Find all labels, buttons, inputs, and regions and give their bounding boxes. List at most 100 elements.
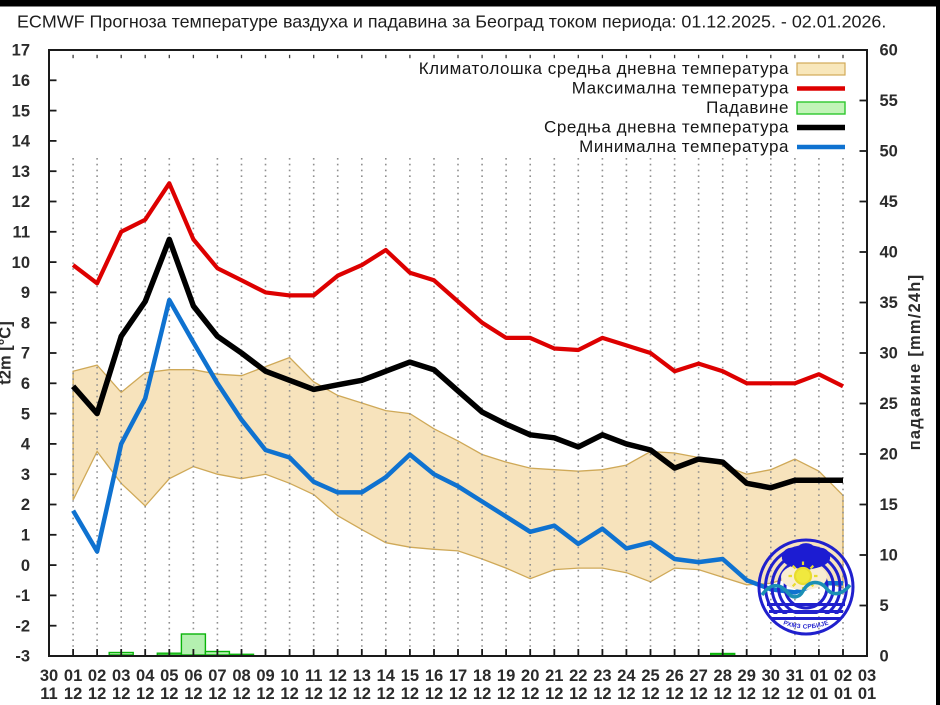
svg-text:Падавине: Падавине bbox=[706, 98, 789, 117]
svg-text:12: 12 bbox=[88, 685, 106, 703]
svg-text:12: 12 bbox=[569, 685, 587, 703]
svg-text:12: 12 bbox=[545, 685, 563, 703]
svg-text:30: 30 bbox=[880, 345, 898, 363]
svg-text:12: 12 bbox=[112, 685, 130, 703]
svg-text:падавине [mm/24h]: падавине [mm/24h] bbox=[906, 274, 924, 451]
svg-text:2: 2 bbox=[21, 496, 30, 514]
svg-text:14: 14 bbox=[377, 667, 396, 685]
svg-text:03: 03 bbox=[112, 667, 130, 685]
svg-text:14: 14 bbox=[12, 133, 31, 151]
svg-text:04: 04 bbox=[136, 667, 155, 685]
svg-text:ECMWF Прогноза температуре ваз: ECMWF Прогноза температуре ваздуха и пад… bbox=[17, 12, 886, 32]
svg-text:0: 0 bbox=[880, 648, 889, 666]
svg-text:12: 12 bbox=[593, 685, 611, 703]
svg-text:30: 30 bbox=[762, 667, 780, 685]
svg-text:55: 55 bbox=[880, 92, 898, 110]
svg-text:12: 12 bbox=[12, 193, 30, 211]
svg-text:12: 12 bbox=[738, 685, 756, 703]
svg-text:35: 35 bbox=[880, 294, 898, 312]
svg-text:01: 01 bbox=[810, 667, 828, 685]
svg-text:12: 12 bbox=[425, 685, 443, 703]
svg-text:Средња дневна температура: Средња дневна температура bbox=[544, 118, 789, 137]
svg-text:13: 13 bbox=[12, 163, 30, 181]
svg-text:12: 12 bbox=[714, 685, 732, 703]
svg-text:12: 12 bbox=[256, 685, 274, 703]
svg-text:РХМЗ СРБИЈЕ: РХМЗ СРБИЈЕ bbox=[782, 619, 829, 630]
svg-text:8: 8 bbox=[21, 314, 30, 332]
svg-text:13: 13 bbox=[353, 667, 371, 685]
svg-text:01: 01 bbox=[64, 667, 82, 685]
svg-text:28: 28 bbox=[714, 667, 732, 685]
svg-text:12: 12 bbox=[329, 685, 347, 703]
svg-text:3: 3 bbox=[21, 466, 30, 484]
svg-text:10: 10 bbox=[12, 254, 30, 272]
svg-text:26: 26 bbox=[665, 667, 683, 685]
svg-text:7: 7 bbox=[21, 345, 30, 363]
svg-text:11: 11 bbox=[13, 224, 30, 242]
svg-text:20: 20 bbox=[521, 667, 539, 685]
svg-text:25: 25 bbox=[880, 395, 898, 413]
svg-text:11: 11 bbox=[305, 667, 322, 685]
svg-text:18: 18 bbox=[473, 667, 491, 685]
svg-text:12: 12 bbox=[305, 685, 323, 703]
svg-text:9: 9 bbox=[21, 284, 30, 302]
svg-text:17: 17 bbox=[449, 667, 467, 685]
svg-text:12: 12 bbox=[377, 685, 395, 703]
svg-text:15: 15 bbox=[880, 496, 898, 514]
svg-text:22: 22 bbox=[569, 667, 587, 685]
svg-text:12: 12 bbox=[665, 685, 683, 703]
svg-text:10: 10 bbox=[280, 667, 298, 685]
svg-text:21: 21 bbox=[545, 667, 563, 685]
svg-text:12: 12 bbox=[449, 685, 467, 703]
svg-text:6: 6 bbox=[21, 375, 30, 393]
svg-text:31: 31 bbox=[786, 667, 804, 685]
svg-text:02: 02 bbox=[88, 667, 106, 685]
svg-text:Максимална температура: Максимална температура bbox=[572, 79, 789, 98]
svg-text:25: 25 bbox=[641, 667, 659, 685]
svg-text:t2m [°C]: t2m [°C] bbox=[0, 321, 15, 384]
svg-text:12: 12 bbox=[280, 685, 298, 703]
svg-text:5: 5 bbox=[21, 405, 30, 423]
svg-text:10: 10 bbox=[880, 547, 898, 565]
svg-text:29: 29 bbox=[738, 667, 756, 685]
svg-text:12: 12 bbox=[64, 685, 82, 703]
svg-text:12: 12 bbox=[497, 685, 515, 703]
svg-text:08: 08 bbox=[232, 667, 250, 685]
svg-text:03: 03 bbox=[858, 667, 876, 685]
svg-text:09: 09 bbox=[256, 667, 274, 685]
svg-text:12: 12 bbox=[329, 667, 347, 685]
svg-text:30: 30 bbox=[40, 667, 58, 685]
svg-text:12: 12 bbox=[208, 685, 226, 703]
svg-text:45: 45 bbox=[880, 193, 898, 211]
svg-text:06: 06 bbox=[184, 667, 202, 685]
svg-text:4: 4 bbox=[21, 436, 31, 454]
svg-text:12: 12 bbox=[762, 685, 780, 703]
svg-text:12: 12 bbox=[689, 685, 707, 703]
svg-text:12: 12 bbox=[786, 685, 804, 703]
svg-text:12: 12 bbox=[641, 685, 659, 703]
svg-text:15: 15 bbox=[12, 102, 30, 120]
svg-text:1: 1 bbox=[21, 527, 30, 545]
svg-text:16: 16 bbox=[425, 667, 443, 685]
svg-text:07: 07 bbox=[208, 667, 226, 685]
svg-text:50: 50 bbox=[880, 143, 898, 161]
svg-text:12: 12 bbox=[473, 685, 491, 703]
svg-text:05: 05 bbox=[160, 667, 178, 685]
svg-text:01: 01 bbox=[810, 685, 828, 703]
svg-text:60: 60 bbox=[880, 42, 898, 60]
svg-text:-2: -2 bbox=[15, 617, 30, 635]
svg-text:12: 12 bbox=[136, 685, 154, 703]
svg-text:17: 17 bbox=[12, 42, 30, 60]
svg-text:12: 12 bbox=[617, 685, 635, 703]
svg-text:-3: -3 bbox=[15, 648, 30, 666]
svg-text:01: 01 bbox=[858, 685, 876, 703]
svg-text:12: 12 bbox=[521, 685, 539, 703]
svg-text:12: 12 bbox=[184, 685, 202, 703]
svg-text:23: 23 bbox=[593, 667, 611, 685]
svg-text:20: 20 bbox=[880, 446, 898, 464]
svg-text:02: 02 bbox=[834, 667, 852, 685]
svg-text:16: 16 bbox=[12, 72, 30, 90]
svg-text:12: 12 bbox=[401, 685, 419, 703]
svg-text:40: 40 bbox=[880, 244, 898, 262]
svg-text:12: 12 bbox=[353, 685, 371, 703]
